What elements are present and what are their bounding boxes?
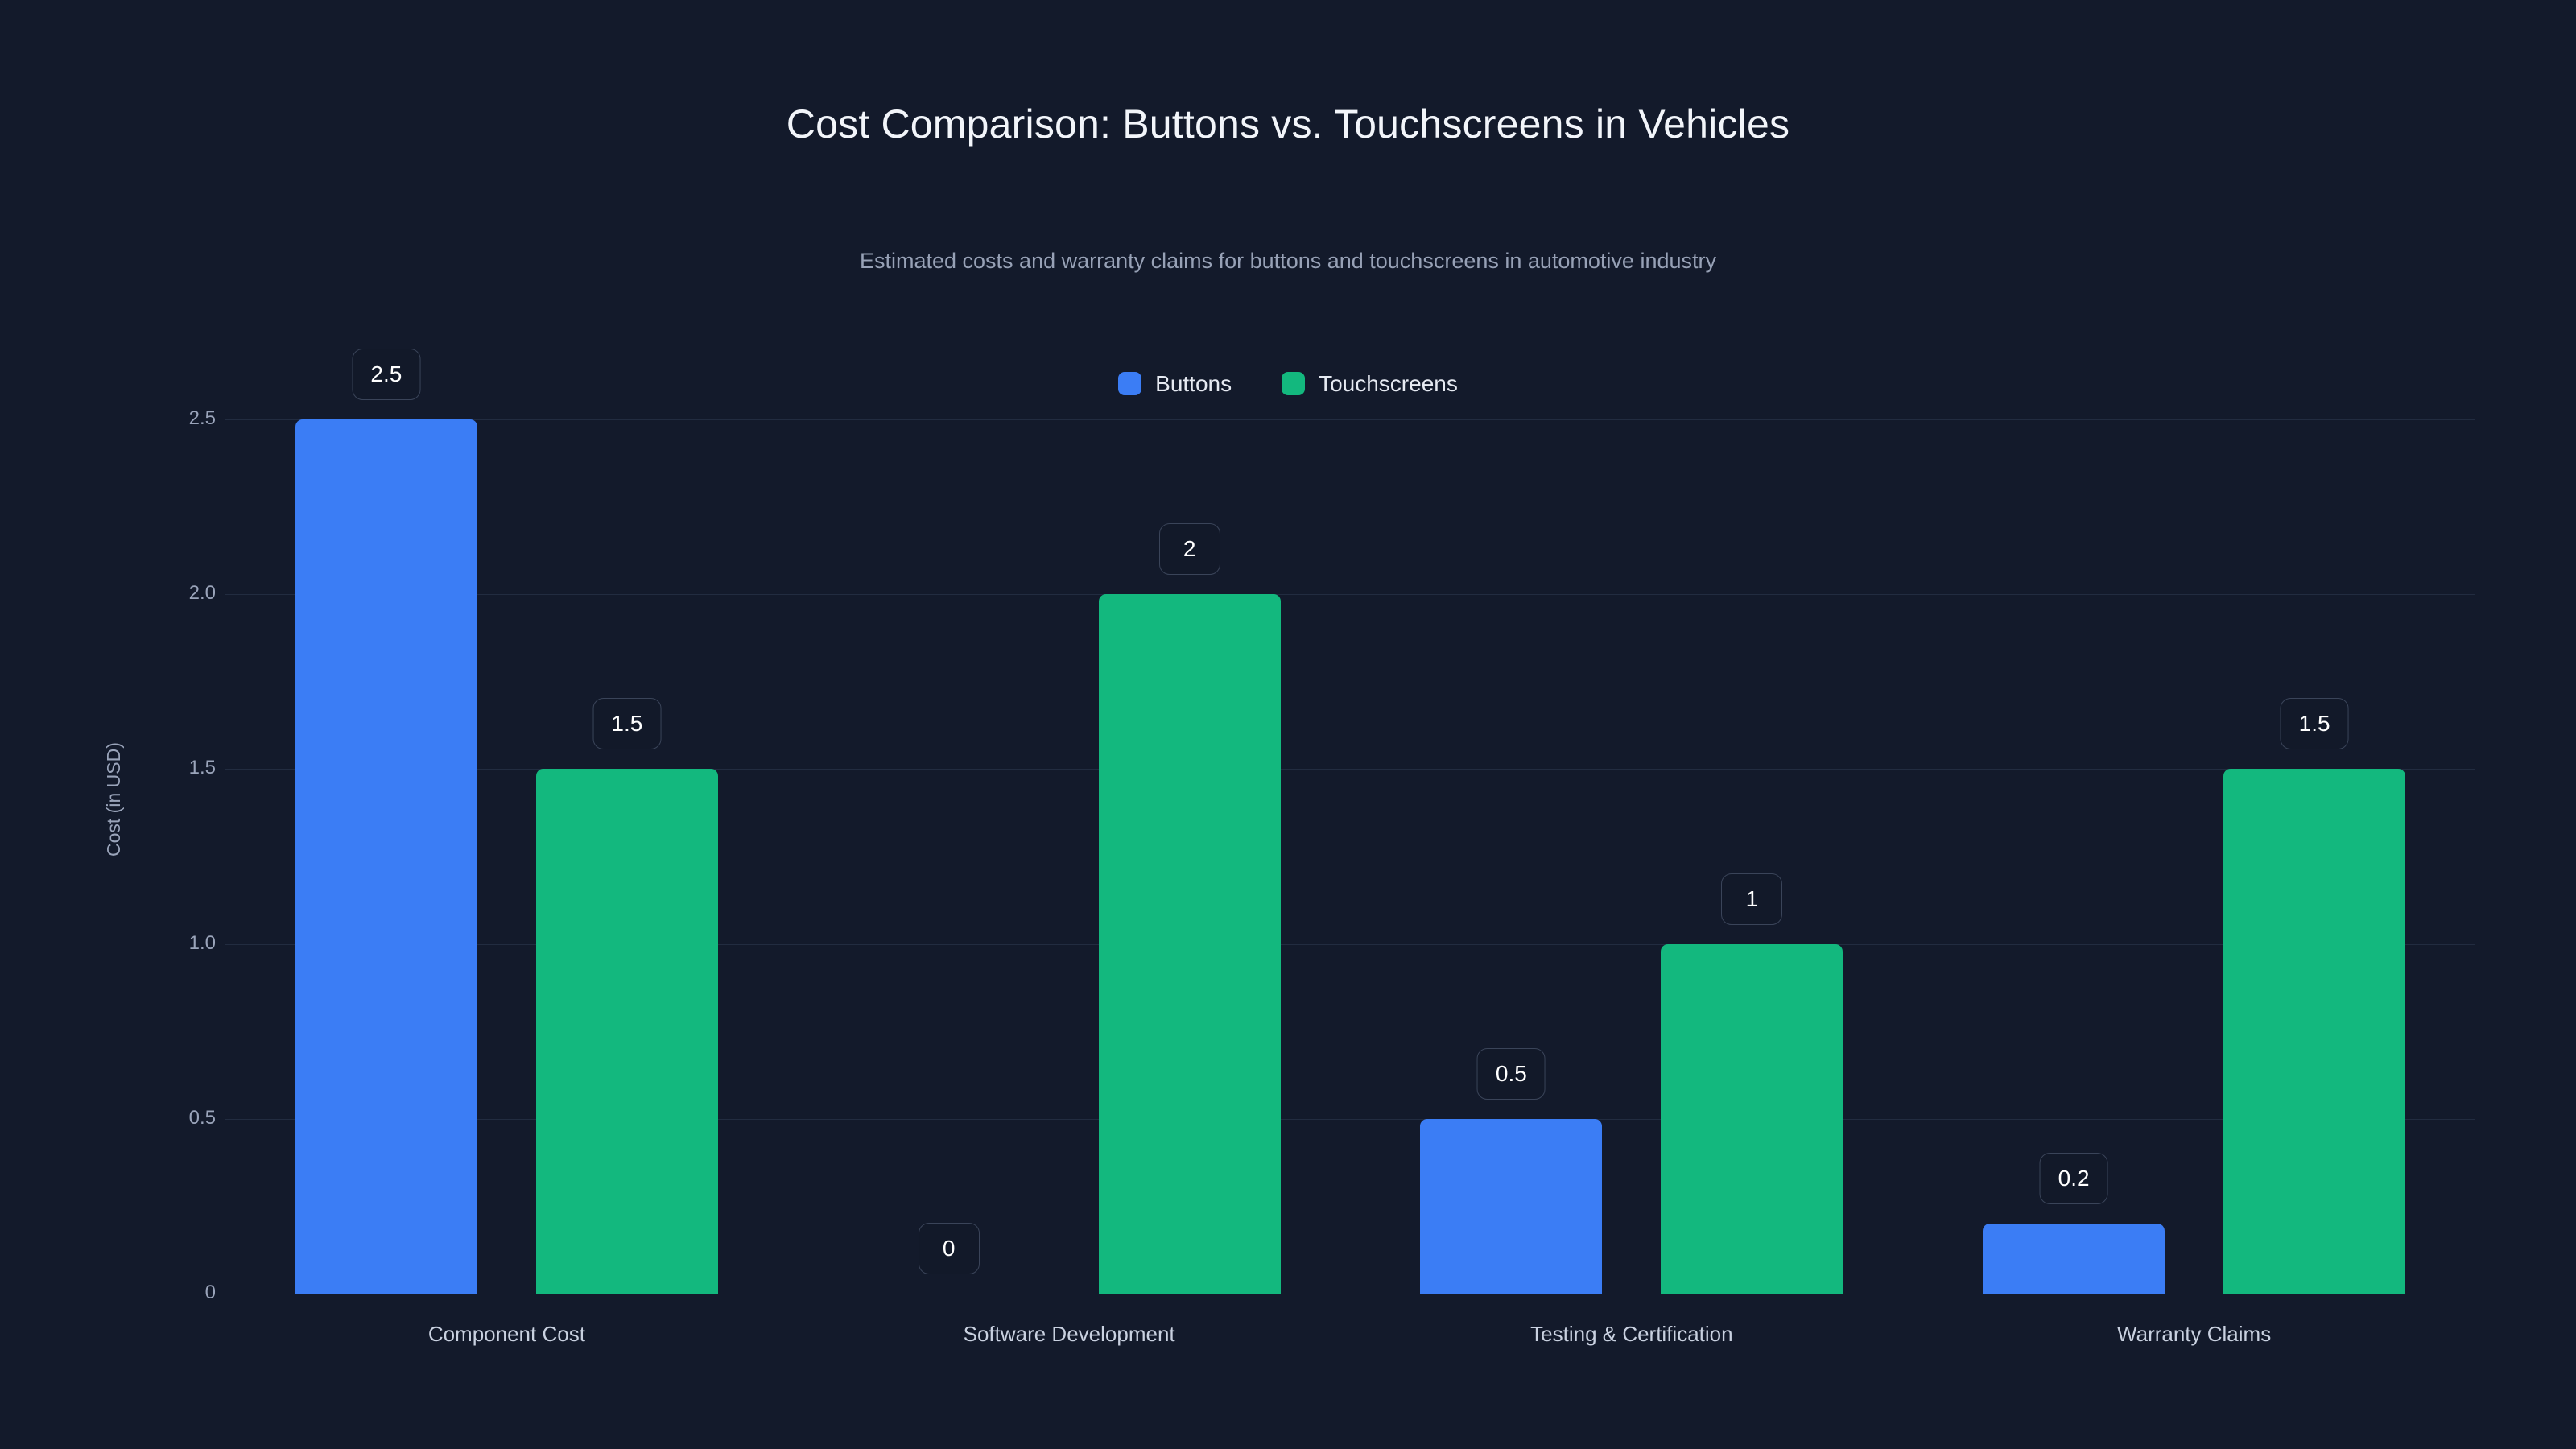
y-axis-tick-label: 1.5 bbox=[188, 757, 216, 779]
legend-item-touchscreens[interactable]: Touchscreens bbox=[1282, 372, 1458, 395]
legend-label: Touchscreens bbox=[1319, 370, 1458, 396]
bar-value-label: 1.5 bbox=[2280, 698, 2349, 750]
x-axis-category-label: Software Development bbox=[963, 1322, 1175, 1346]
x-axis-category-label: Testing & Certification bbox=[1530, 1322, 1733, 1346]
chart-subtitle: Estimated costs and warranty claims for … bbox=[859, 249, 1716, 273]
y-axis-tick-label: 0.5 bbox=[188, 1106, 216, 1129]
gridline bbox=[225, 943, 2475, 945]
bar-value-label: 0 bbox=[918, 1223, 980, 1274]
bar[interactable] bbox=[2223, 769, 2406, 1294]
legend-swatch-icon bbox=[1118, 372, 1142, 395]
gridline bbox=[225, 594, 2475, 596]
y-axis-tick-label: 0 bbox=[204, 1282, 216, 1303]
y-axis-tick-label: 1.0 bbox=[188, 931, 216, 954]
legend-label: Buttons bbox=[1155, 370, 1232, 396]
x-axis-category-label: Warranty Claims bbox=[2117, 1322, 2272, 1346]
y-axis-tick-label: 2.0 bbox=[188, 582, 216, 605]
bar[interactable] bbox=[1420, 1118, 1603, 1294]
bar-value-label: 1 bbox=[1721, 873, 1783, 925]
bar-value-label: 2 bbox=[1158, 523, 1220, 576]
bar[interactable] bbox=[1098, 594, 1281, 1294]
bar[interactable] bbox=[295, 419, 477, 1294]
y-axis-title: Cost (in USD) bbox=[103, 742, 124, 857]
gridline bbox=[225, 1118, 2475, 1120]
gridline bbox=[225, 769, 2475, 770]
x-axis-category-label: Component Cost bbox=[427, 1322, 585, 1346]
bar-value-label: 0.5 bbox=[1476, 1047, 1546, 1100]
bar[interactable] bbox=[1661, 943, 1843, 1294]
chart-title: Cost Comparison: Buttons vs. Touchscreen… bbox=[786, 101, 1790, 147]
gridline bbox=[225, 419, 2475, 420]
bar-value-label: 0.2 bbox=[2039, 1153, 2108, 1205]
bar-value-label: 2.5 bbox=[352, 349, 421, 400]
bar-value-label: 1.5 bbox=[592, 698, 662, 750]
legend-swatch-icon bbox=[1282, 372, 1306, 395]
y-axis-tick-label: 2.5 bbox=[188, 407, 216, 429]
bar[interactable] bbox=[1983, 1224, 2165, 1294]
plot-area bbox=[225, 419, 2475, 1294]
bar[interactable] bbox=[535, 769, 718, 1294]
legend-item-buttons[interactable]: Buttons bbox=[1118, 372, 1232, 395]
